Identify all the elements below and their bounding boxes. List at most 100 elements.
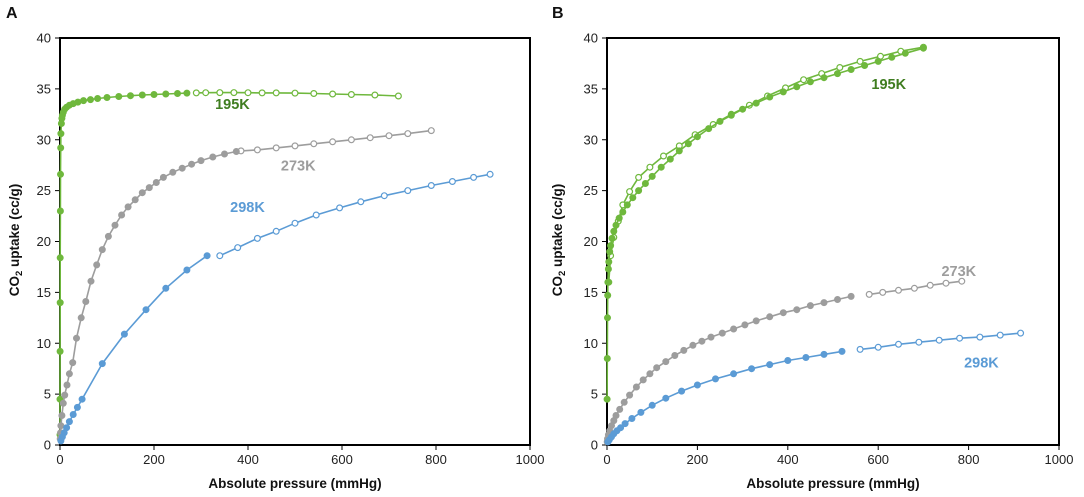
data-point-273K-adsorption bbox=[707, 333, 715, 341]
data-point-273K-desorption bbox=[272, 144, 280, 152]
data-point-195K-adsorption bbox=[629, 194, 637, 202]
data-point-298K-adsorption bbox=[748, 365, 756, 373]
data-point-298K-adsorption bbox=[711, 375, 719, 383]
data-point-195K-adsorption bbox=[693, 133, 701, 141]
data-point-273K-adsorption bbox=[69, 359, 77, 367]
panel-b-series: 195K 273K 298K bbox=[603, 43, 1025, 446]
data-point-195K-adsorption bbox=[635, 187, 643, 195]
y-tick-label: 40 bbox=[584, 31, 598, 46]
y-tick-label: 25 bbox=[584, 183, 598, 198]
data-point-195K-desorption bbox=[329, 90, 337, 98]
data-point-195K-adsorption bbox=[919, 44, 927, 52]
data-point-298K-desorption bbox=[1017, 329, 1025, 337]
data-point-298K-adsorption bbox=[617, 424, 625, 432]
data-point-195K-adsorption bbox=[604, 278, 612, 286]
data-point-273K-desorption bbox=[958, 277, 966, 285]
data-point-273K-adsorption bbox=[653, 364, 661, 372]
data-point-298K-desorption bbox=[448, 178, 456, 186]
x-tick-label: 0 bbox=[56, 452, 63, 467]
y-tick-label: 15 bbox=[37, 285, 51, 300]
data-point-195K-adsorption bbox=[174, 89, 182, 97]
data-point-273K-desorption bbox=[347, 136, 355, 144]
data-point-273K-adsorption bbox=[93, 261, 101, 269]
data-point-273K-desorption bbox=[879, 288, 887, 296]
panel-a-ylabel: CO2 uptake (cc/g) bbox=[7, 184, 25, 297]
data-point-195K-adsorption bbox=[901, 49, 909, 57]
data-point-273K-adsorption bbox=[639, 376, 647, 384]
data-point-298K-desorption bbox=[404, 187, 412, 195]
data-point-298K-adsorption bbox=[73, 403, 81, 411]
data-point-273K-adsorption bbox=[61, 391, 69, 399]
data-point-195K-adsorption bbox=[56, 207, 64, 215]
data-point-298K-adsorption bbox=[98, 360, 106, 368]
data-point-195K-adsorption bbox=[604, 291, 612, 299]
data-point-273K-adsorption bbox=[671, 352, 679, 360]
data-point-195K-desorption bbox=[659, 152, 667, 160]
data-point-273K-desorption bbox=[865, 290, 873, 298]
data-point-273K-adsorption bbox=[626, 391, 634, 399]
data-point-195K-adsorption bbox=[162, 90, 170, 98]
data-point-298K-desorption bbox=[956, 334, 964, 342]
data-point-298K-desorption bbox=[272, 227, 280, 235]
data-point-298K-adsorption bbox=[63, 424, 71, 432]
data-point-195K-desorption bbox=[258, 89, 266, 97]
data-point-273K-desorption bbox=[427, 127, 435, 135]
data-point-195K-adsorption bbox=[126, 92, 134, 100]
data-point-195K-adsorption bbox=[641, 180, 649, 188]
data-point-195K-adsorption bbox=[657, 163, 665, 171]
data-point-298K-adsorption bbox=[648, 401, 656, 409]
data-point-298K-desorption bbox=[291, 219, 299, 227]
data-point-273K-adsorption bbox=[779, 309, 787, 317]
data-point-298K-desorption bbox=[935, 336, 943, 344]
data-point-273K-adsorption bbox=[58, 412, 66, 420]
data-point-195K-adsorption bbox=[183, 89, 191, 97]
data-point-298K-desorption bbox=[357, 198, 365, 206]
data-point-195K-adsorption bbox=[888, 53, 896, 61]
data-point-273K-adsorption bbox=[221, 150, 229, 158]
data-point-273K-adsorption bbox=[793, 306, 801, 314]
y-tick-label: 35 bbox=[37, 81, 51, 96]
data-point-195K-desorption bbox=[646, 163, 654, 171]
data-point-273K-desorption bbox=[894, 286, 902, 294]
x-tick-label: 200 bbox=[143, 452, 165, 467]
data-point-298K-adsorption bbox=[120, 330, 128, 338]
data-point-273K-adsorption bbox=[131, 196, 139, 204]
y-tick-label: 25 bbox=[37, 183, 51, 198]
data-point-195K-adsorption bbox=[56, 347, 64, 355]
x-tick-label: 600 bbox=[331, 452, 353, 467]
data-point-273K-adsorption bbox=[111, 221, 119, 229]
data-point-298K-desorption bbox=[874, 343, 882, 351]
series-298K: 298K bbox=[57, 170, 494, 445]
panel-b-xlabel: Absolute pressure (mmHg) bbox=[746, 476, 919, 491]
data-point-273K-adsorption bbox=[620, 398, 628, 406]
data-point-273K-desorption bbox=[404, 130, 412, 138]
series-label-195K: 195K bbox=[871, 77, 906, 93]
data-point-195K-adsorption bbox=[604, 265, 612, 273]
data-point-273K-adsorption bbox=[159, 173, 167, 181]
data-point-195K-adsorption bbox=[623, 201, 631, 209]
panel-a-ticks: 0 200 400 600 800 1000 0 5 10 15 20 25 30 35 40 bbox=[37, 31, 545, 468]
y-tick-label: 20 bbox=[37, 234, 51, 249]
data-point-273K-adsorption bbox=[169, 168, 177, 176]
y-tick-label: 20 bbox=[584, 234, 598, 249]
data-point-273K-adsorption bbox=[847, 292, 855, 300]
data-point-195K-adsorption bbox=[79, 97, 87, 105]
x-tick-label: 200 bbox=[687, 452, 709, 467]
x-tick-label: 600 bbox=[867, 452, 889, 467]
data-point-273K-adsorption bbox=[820, 299, 828, 307]
data-point-273K-adsorption bbox=[104, 232, 112, 240]
data-point-195K-adsorption bbox=[820, 74, 828, 82]
data-point-298K-desorption bbox=[996, 331, 1004, 339]
data-point-195K-desorption bbox=[291, 89, 299, 97]
data-point-298K-desorption bbox=[336, 204, 344, 212]
y-tick-label: 0 bbox=[591, 438, 598, 453]
y-tick-label: 30 bbox=[584, 132, 598, 147]
data-point-195K-desorption bbox=[347, 90, 355, 98]
x-tick-label: 0 bbox=[603, 452, 610, 467]
data-point-273K-adsorption bbox=[806, 302, 814, 310]
data-point-273K-adsorption bbox=[63, 381, 71, 389]
data-point-298K-adsorption bbox=[637, 408, 645, 416]
data-point-195K-adsorption bbox=[74, 98, 82, 106]
data-point-195K-desorption bbox=[216, 89, 224, 97]
